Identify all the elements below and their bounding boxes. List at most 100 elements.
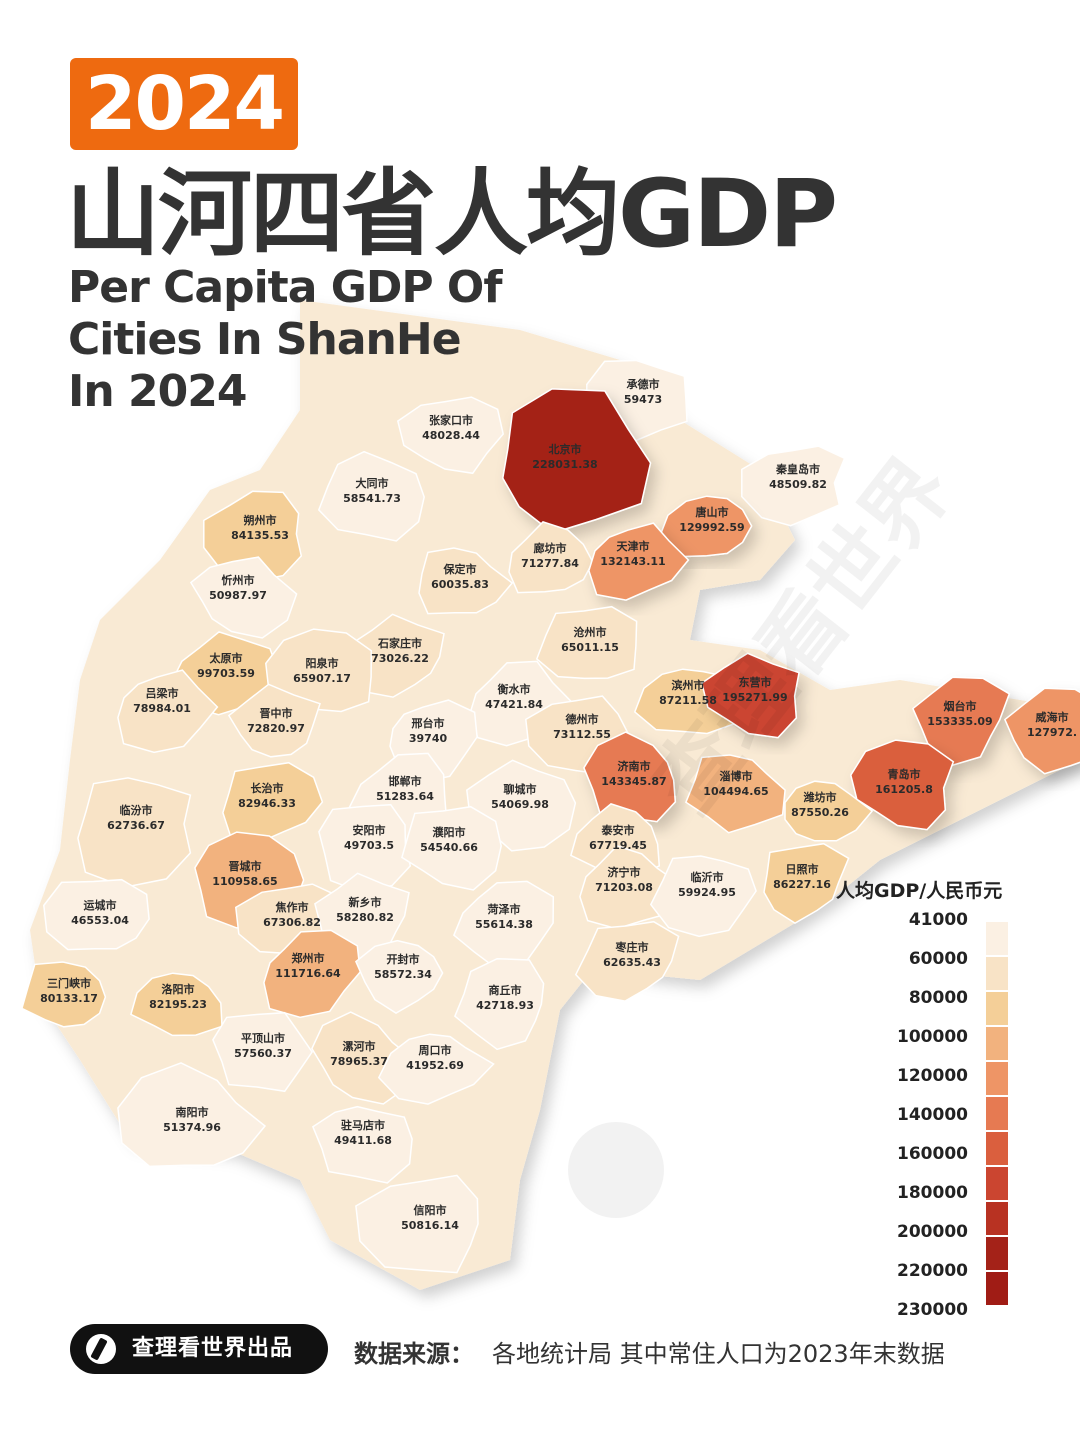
city-name: 邢台市	[411, 717, 445, 730]
city-label: 邢台市 39740	[409, 716, 447, 746]
city-name: 周口市	[418, 1044, 452, 1057]
city-gdp-value: 48028.44	[422, 429, 480, 442]
city-name: 唐山市	[695, 506, 729, 519]
city-name: 朔州市	[243, 514, 277, 527]
region-烟台市	[911, 676, 1011, 767]
city-gdp-value: 47421.84	[485, 698, 543, 711]
city-name: 滨州市	[671, 679, 705, 692]
city-gdp-value: 80133.17	[40, 992, 98, 1005]
region-沧州市	[535, 605, 638, 680]
legend-swatch	[986, 1167, 1008, 1200]
legend-label: 120000	[897, 1066, 968, 1086]
city-name: 漯河市	[342, 1040, 376, 1053]
region-廊坊市	[508, 521, 594, 594]
city-gdp-value: 78965.37	[330, 1055, 388, 1068]
legend-title: 人均GDP/人民币元	[836, 880, 1003, 902]
city-gdp-value: 111716.64	[275, 967, 341, 980]
city-name: 临沂市	[690, 871, 724, 884]
region-濮阳市	[401, 805, 502, 891]
city-gdp-value: 87211.58	[659, 694, 717, 707]
city-label: 北京市 228031.38	[532, 442, 597, 472]
city-gdp-value: 58572.34	[374, 968, 432, 981]
city-label: 濮阳市 54540.66	[420, 825, 478, 855]
city-label: 安阳市 49703.5	[344, 823, 394, 853]
city-label: 烟台市 153335.09	[927, 699, 992, 729]
city-name: 新乡市	[348, 896, 382, 909]
region-威海市	[1003, 687, 1080, 775]
city-gdp-value: 49411.68	[334, 1134, 392, 1147]
city-gdp-value: 228031.38	[532, 458, 598, 471]
region-临汾市	[77, 777, 192, 888]
city-name: 菏泽市	[487, 903, 521, 916]
city-label: 济南市 143345.87	[601, 759, 666, 789]
city-gdp-value: 48509.82	[769, 478, 827, 491]
city-name: 秦皇岛市	[775, 463, 820, 476]
city-label: 晋中市 72820.97	[247, 706, 305, 736]
city-name: 驻马店市	[340, 1119, 385, 1132]
city-name: 聊城市	[503, 783, 537, 796]
city-gdp-value: 129992.59	[679, 521, 745, 534]
region-驻马店市	[311, 1105, 413, 1184]
city-gdp-value: 143345.87	[601, 775, 667, 788]
city-name: 北京市	[548, 443, 582, 456]
legend-label: 220000	[897, 1261, 968, 1281]
city-name: 张家口市	[428, 414, 473, 427]
source-text: 各地统计局 其中常住人口为2023年末数据	[492, 1340, 945, 1368]
city-label: 天津市 132143.11	[600, 539, 665, 569]
legend-swatch	[986, 1272, 1008, 1305]
city-name: 廊坊市	[533, 542, 567, 555]
legend-swatch	[986, 1062, 1008, 1095]
city-gdp-value: 195271.99	[722, 691, 788, 704]
city-label: 唐山市 129992.59	[679, 505, 744, 535]
city-label: 衡水市 47421.84	[485, 682, 543, 712]
city-label: 开封市 58572.34	[374, 952, 432, 982]
legend-label: 100000	[897, 1027, 968, 1047]
city-label: 青岛市 161205.8	[875, 767, 933, 797]
city-label: 平顶山市 57560.37	[234, 1031, 292, 1061]
city-name: 晋城市	[228, 860, 262, 873]
city-name: 三门峡市	[46, 977, 91, 990]
city-label: 阳泉市 65907.17	[293, 656, 351, 686]
legend-label: 80000	[908, 988, 968, 1008]
city-label: 大同市 58541.73	[343, 476, 401, 506]
city-gdp-value: 86227.16	[773, 878, 831, 891]
legend-swatch	[986, 957, 1008, 990]
city-gdp-value: 82946.33	[238, 797, 296, 810]
city-name: 石家庄市	[377, 637, 422, 650]
city-gdp-value: 104494.65	[703, 785, 769, 798]
city-label: 周口市 41952.69	[406, 1043, 464, 1073]
region-洛阳市	[130, 972, 223, 1037]
legend-swatch	[986, 922, 1008, 955]
city-label: 漯河市 78965.37	[330, 1039, 388, 1069]
legend-label: 200000	[897, 1222, 968, 1242]
city-name: 日照市	[785, 863, 819, 876]
city-name: 南阳市	[175, 1106, 209, 1119]
city-gdp-value: 62736.67	[107, 819, 165, 832]
city-label: 晋城市 110958.65	[212, 859, 277, 889]
city-label: 新乡市 58280.82	[336, 895, 394, 925]
city-label: 日照市 86227.16	[773, 862, 831, 892]
region-菏泽市	[452, 880, 555, 970]
city-label: 潍坊市 87550.26	[791, 790, 849, 820]
city-name: 濮阳市	[432, 826, 466, 839]
city-name: 信阳市	[413, 1204, 447, 1217]
region-朔州市	[203, 490, 303, 583]
city-label: 东营市 195271.99	[722, 675, 787, 705]
region-枣庄市	[574, 920, 680, 1002]
legend-label: 60000	[908, 949, 968, 969]
city-label: 保定市 60035.83	[431, 562, 489, 592]
city-gdp-value: 87550.26	[791, 806, 849, 819]
city-label: 石家庄市 73026.22	[371, 636, 429, 666]
city-name: 商丘市	[488, 984, 522, 997]
region-张家口市	[396, 396, 505, 475]
city-name: 潍坊市	[803, 791, 837, 804]
region-济南市	[583, 731, 677, 823]
city-name: 安阳市	[352, 824, 386, 837]
city-name: 东营市	[738, 676, 772, 689]
city-gdp-value: 57560.37	[234, 1047, 292, 1060]
city-label: 焦作市 67306.82	[263, 900, 321, 930]
city-name: 平顶山市	[240, 1032, 285, 1045]
city-name: 淄博市	[719, 770, 753, 783]
city-gdp-value: 71203.08	[595, 881, 653, 894]
